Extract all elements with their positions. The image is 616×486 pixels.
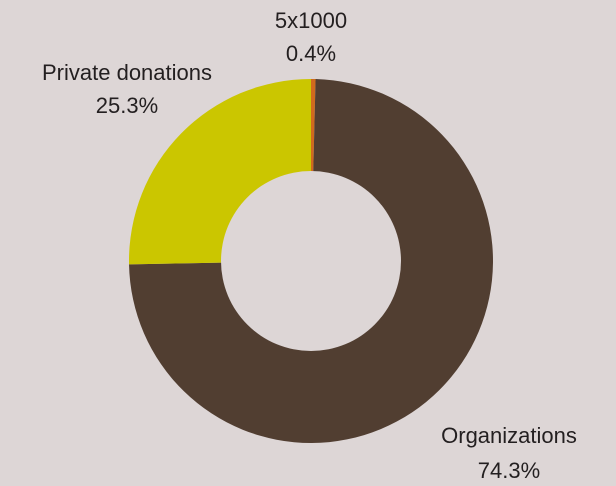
slice-value-private-donations: 25.3% — [96, 93, 158, 118]
slice-value-organizations: 74.3% — [478, 458, 540, 483]
slice-label-private-donations: Private donations — [42, 60, 212, 85]
slice-label-group-private-donations: Private donations 25.3% — [42, 60, 212, 118]
slice-value-5x1000: 0.4% — [286, 41, 336, 66]
slice-label-group-5x1000: 5x1000 0.4% — [275, 8, 347, 66]
donut-hole — [221, 171, 401, 351]
slice-label-5x1000: 5x1000 — [275, 8, 347, 33]
slice-label-organizations: Organizations — [441, 423, 577, 448]
slice-label-group-organizations: Organizations 74.3% — [441, 423, 577, 483]
